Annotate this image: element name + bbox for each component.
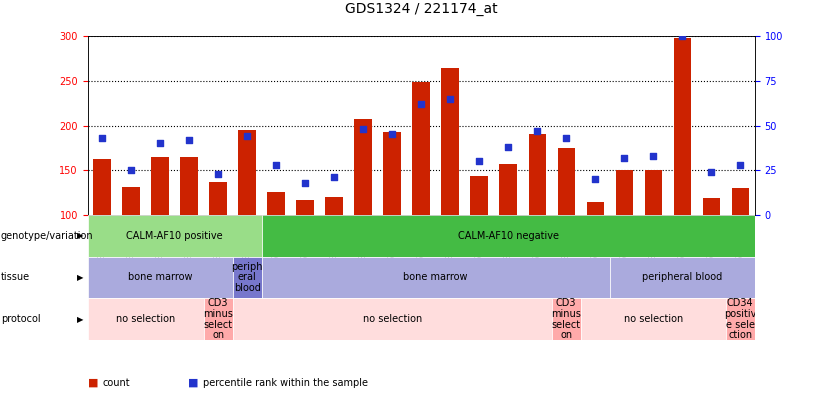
Point <box>356 126 369 132</box>
Text: CALM-AF10 positive: CALM-AF10 positive <box>126 230 223 241</box>
Bar <box>674 38 691 215</box>
Bar <box>413 82 430 215</box>
Bar <box>610 256 755 298</box>
Text: CD3
minus
select
on: CD3 minus select on <box>551 298 581 341</box>
Bar <box>470 176 488 215</box>
Text: bone marrow: bone marrow <box>128 273 193 282</box>
Bar <box>88 215 262 256</box>
Bar <box>354 119 372 215</box>
Bar <box>203 298 233 340</box>
Point <box>501 144 515 150</box>
Text: ▶: ▶ <box>77 273 83 282</box>
Bar <box>123 187 140 215</box>
Point <box>734 162 747 168</box>
Point <box>269 162 283 168</box>
Bar <box>557 148 575 215</box>
Text: peripheral blood: peripheral blood <box>642 273 722 282</box>
Bar <box>325 197 343 215</box>
Bar <box>645 170 662 215</box>
Bar <box>88 256 233 298</box>
Text: ▶: ▶ <box>77 231 83 240</box>
Point <box>299 179 312 186</box>
Text: CALM-AF10 negative: CALM-AF10 negative <box>458 230 559 241</box>
Point <box>124 167 138 173</box>
Text: ■: ■ <box>88 378 98 388</box>
Point <box>183 136 196 143</box>
Bar <box>580 298 726 340</box>
Bar <box>93 158 111 215</box>
Bar <box>262 256 610 298</box>
Bar <box>152 157 168 215</box>
Bar <box>726 298 755 340</box>
Point <box>646 153 660 159</box>
Text: protocol: protocol <box>1 314 41 324</box>
Point <box>560 135 573 141</box>
Bar <box>233 298 552 340</box>
Text: GDS1324 / 221174_at: GDS1324 / 221174_at <box>344 2 498 16</box>
Bar <box>209 182 227 215</box>
Text: ■: ■ <box>188 378 198 388</box>
Text: percentile rank within the sample: percentile rank within the sample <box>203 378 368 388</box>
Bar <box>731 188 749 215</box>
Bar <box>529 134 546 215</box>
Point <box>473 158 486 164</box>
Text: no selection: no selection <box>116 314 175 324</box>
Point <box>705 168 718 175</box>
Point <box>444 96 457 102</box>
Point <box>676 33 689 40</box>
Text: no selection: no selection <box>363 314 422 324</box>
Bar <box>262 215 755 256</box>
Point <box>212 171 225 177</box>
Bar <box>88 298 203 340</box>
Bar <box>586 202 604 215</box>
Text: CD3
minus
select
on: CD3 minus select on <box>203 298 233 341</box>
Text: periph
eral
blood: periph eral blood <box>231 262 263 293</box>
Bar <box>239 130 256 215</box>
Point <box>385 131 399 138</box>
Bar <box>180 157 198 215</box>
Bar <box>268 192 285 215</box>
Bar <box>384 132 401 215</box>
Point <box>328 174 341 181</box>
Text: genotype/variation: genotype/variation <box>1 230 93 241</box>
Text: tissue: tissue <box>1 273 30 282</box>
Point <box>414 101 428 107</box>
Bar <box>500 164 517 215</box>
Point <box>95 135 108 141</box>
Bar <box>441 68 459 215</box>
Bar <box>233 256 262 298</box>
Point <box>530 128 544 134</box>
Text: no selection: no selection <box>624 314 683 324</box>
Point <box>153 140 167 147</box>
Point <box>617 154 631 161</box>
Point <box>589 176 602 182</box>
Bar <box>615 170 633 215</box>
Text: bone marrow: bone marrow <box>404 273 468 282</box>
Text: CD34
positiv
e sele
ction: CD34 positiv e sele ction <box>724 298 756 341</box>
Bar <box>552 298 580 340</box>
Bar <box>296 200 314 215</box>
Point <box>240 133 254 139</box>
Bar <box>702 198 720 215</box>
Text: ▶: ▶ <box>77 315 83 324</box>
Text: count: count <box>103 378 130 388</box>
